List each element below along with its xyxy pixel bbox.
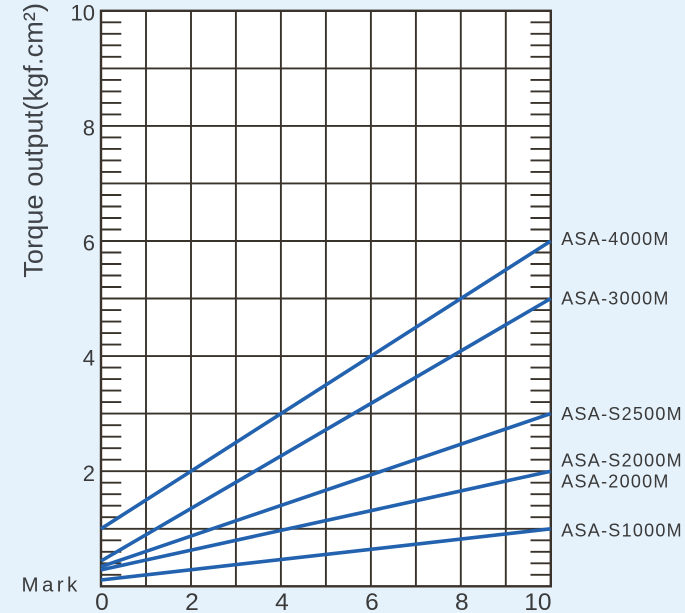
svg-text:ASA-S1000M: ASA-S1000M — [561, 520, 683, 540]
svg-text:0: 0 — [95, 589, 109, 613]
svg-text:10: 10 — [524, 589, 551, 613]
svg-text:ASA-S2000M: ASA-S2000M — [561, 451, 683, 471]
svg-text:6: 6 — [83, 231, 95, 256]
svg-text:4: 4 — [275, 589, 289, 613]
svg-text:10: 10 — [71, 0, 95, 25]
svg-text:8: 8 — [455, 589, 469, 613]
svg-text:ASA-3000M: ASA-3000M — [561, 289, 669, 309]
svg-text:2: 2 — [185, 589, 199, 613]
svg-text:ASA-4000M: ASA-4000M — [561, 229, 669, 249]
svg-text:Mark: Mark — [22, 573, 81, 596]
svg-text:8: 8 — [83, 116, 95, 141]
svg-text:4: 4 — [83, 346, 95, 371]
svg-text:ASA-S2500M: ASA-S2500M — [561, 404, 683, 424]
svg-text:6: 6 — [365, 589, 379, 613]
svg-text:ASA-2000M: ASA-2000M — [561, 472, 669, 492]
svg-text:2: 2 — [83, 461, 95, 486]
svg-text:Torque output(kgf.cm²): Torque output(kgf.cm²) — [19, 3, 49, 278]
